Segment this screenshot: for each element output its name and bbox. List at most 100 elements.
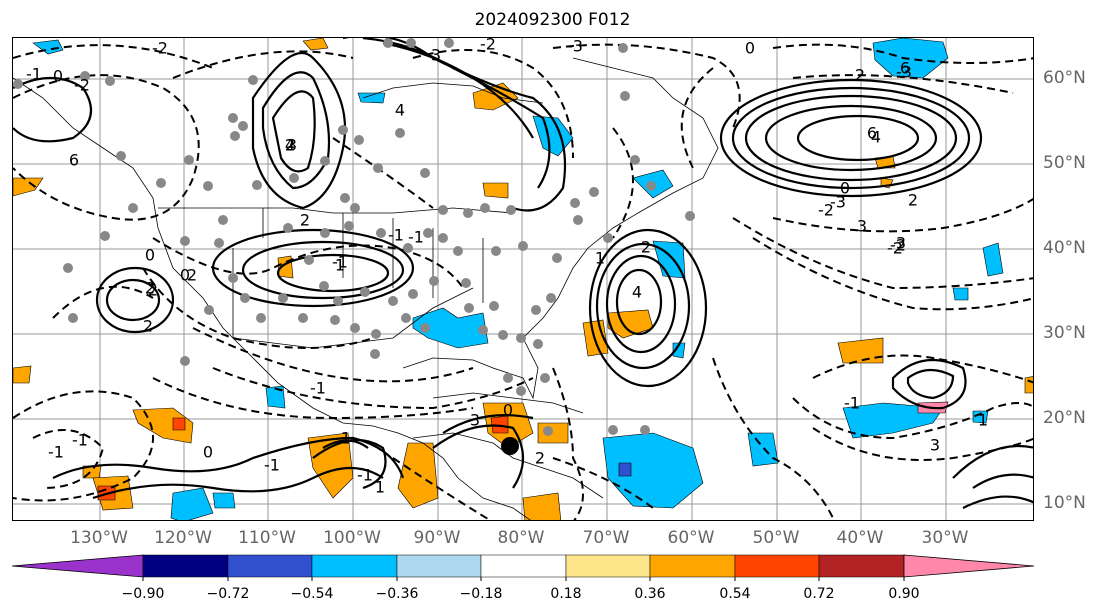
contour-label: -1: [48, 442, 64, 462]
contour-label: 1: [977, 410, 989, 430]
contour-label: 1: [594, 248, 606, 268]
colorbar-tick-label: −0.54: [290, 586, 334, 602]
lon-label: 80°W: [497, 528, 545, 548]
contour-label: 3: [856, 216, 868, 236]
contour-label: 0: [144, 245, 156, 265]
map-title: 2024092300 F012: [474, 10, 631, 30]
colorbar-segment: [734, 554, 820, 578]
lat-label: 60°N: [1043, 68, 1086, 88]
colorbar-tick-label: 0.54: [719, 586, 751, 602]
contour-label: -1: [408, 227, 424, 247]
colorbar-segment: [649, 554, 736, 578]
colorbar-segment: [396, 554, 482, 578]
contour-label: 0: [839, 178, 851, 198]
shaded-anomalies: [13, 38, 1033, 520]
lon-label: 60°W: [667, 528, 715, 548]
contour-label: 2: [284, 135, 296, 155]
contour-label: 3: [469, 410, 481, 430]
contour-label: 1: [334, 255, 346, 275]
contour-label: -1: [332, 252, 348, 272]
lon-label: 130°W: [70, 528, 128, 548]
observation-markers: [13, 38, 695, 436]
contour-label: -2: [890, 235, 906, 255]
contour-label: -2: [818, 200, 834, 220]
contour-label: 4: [284, 135, 296, 155]
colorbar-tick-label: −0.36: [375, 586, 419, 602]
contour-label: 4: [631, 282, 643, 302]
contour-label: 0: [744, 38, 756, 58]
contour-label: 1: [374, 477, 386, 497]
contour-label: 2: [142, 316, 154, 336]
contour-label: 2: [854, 65, 866, 85]
colorbar-segment: [311, 554, 398, 578]
contour-label: -2: [152, 38, 168, 58]
contour-label: -1: [310, 378, 326, 398]
contour-label: 0: [179, 265, 191, 285]
colorbar-segments: [11, 554, 1035, 581]
contour-label: -2: [74, 75, 90, 95]
lon-label: 110°W: [238, 528, 296, 548]
lat-label: 20°N: [1043, 408, 1086, 428]
contour-label: -1: [357, 465, 373, 485]
lat-label: 40°N: [1043, 238, 1086, 258]
colorbar-extend-low: [11, 554, 144, 578]
contour-label: 0: [52, 66, 64, 86]
contour-label: -1: [335, 428, 351, 448]
colorbar-segment: [480, 554, 567, 578]
colorbar-segment: [227, 554, 313, 578]
contour-label: 2: [299, 210, 311, 230]
colorbar-segment: [565, 554, 651, 578]
contour-label: 4: [394, 100, 406, 120]
lat-label: 10°N: [1043, 493, 1086, 513]
contour-label: 4: [870, 127, 882, 147]
lon-label: 50°W: [752, 528, 800, 548]
contour-label: -1: [72, 430, 88, 450]
contour-label: -3: [567, 36, 583, 56]
contour-label: 2: [144, 278, 156, 298]
colorbar-tick-label: 0.18: [550, 586, 582, 602]
colorbar-tick-label: 0.36: [634, 586, 666, 602]
contour-label: -2: [887, 238, 903, 258]
contour-label: 3: [286, 135, 298, 155]
lon-label: 100°W: [323, 528, 381, 548]
contour-label: 0: [502, 400, 514, 420]
colorbar-tick-label: 0.90: [888, 586, 920, 602]
lat-label: 30°N: [1043, 323, 1086, 343]
contour-label: 2: [186, 265, 198, 285]
contour-label: -1: [264, 455, 280, 475]
lat-label: 50°N: [1043, 153, 1086, 173]
contour-label: -3: [896, 62, 912, 82]
colorbar-tick-label: −0.18: [459, 586, 503, 602]
contour-label: 6: [899, 58, 911, 78]
colorbar-segment: [142, 554, 229, 578]
contour-label: 2: [534, 448, 546, 468]
contour-label: -1: [388, 225, 404, 245]
contour-label: 6: [866, 123, 878, 143]
colorbar-tick-label: −0.90: [121, 586, 165, 602]
graticule: [13, 38, 1033, 520]
lon-label: 120°W: [154, 528, 212, 548]
contour-label: 2: [147, 280, 159, 300]
contour-label: 2: [640, 237, 652, 257]
contour-label: 3: [430, 45, 442, 65]
contour-label: 0: [202, 442, 214, 462]
contour-label: 6: [68, 150, 80, 170]
lon-label: 30°W: [921, 528, 969, 548]
lon-label: 90°W: [413, 528, 461, 548]
colorbar-segment: [818, 554, 905, 578]
lon-label: 70°W: [582, 528, 630, 548]
storm-center-marker: [501, 437, 519, 455]
contour-label: 2: [907, 190, 919, 210]
colorbar-extend-high: [903, 554, 1035, 578]
contour-label: -3: [830, 192, 846, 212]
colorbar-tick-label: 0.72: [803, 586, 835, 602]
contour-label: -2: [480, 34, 496, 54]
map-panel: [12, 37, 1034, 521]
contour-label: -1: [844, 393, 860, 413]
colorbar-tick-label: −0.72: [206, 586, 250, 602]
contour-label: 3: [929, 435, 941, 455]
positive-contours: [13, 38, 1033, 509]
contour-label: 3: [895, 233, 907, 253]
contour-label: -1: [26, 64, 42, 84]
map-canvas: [13, 38, 1033, 520]
